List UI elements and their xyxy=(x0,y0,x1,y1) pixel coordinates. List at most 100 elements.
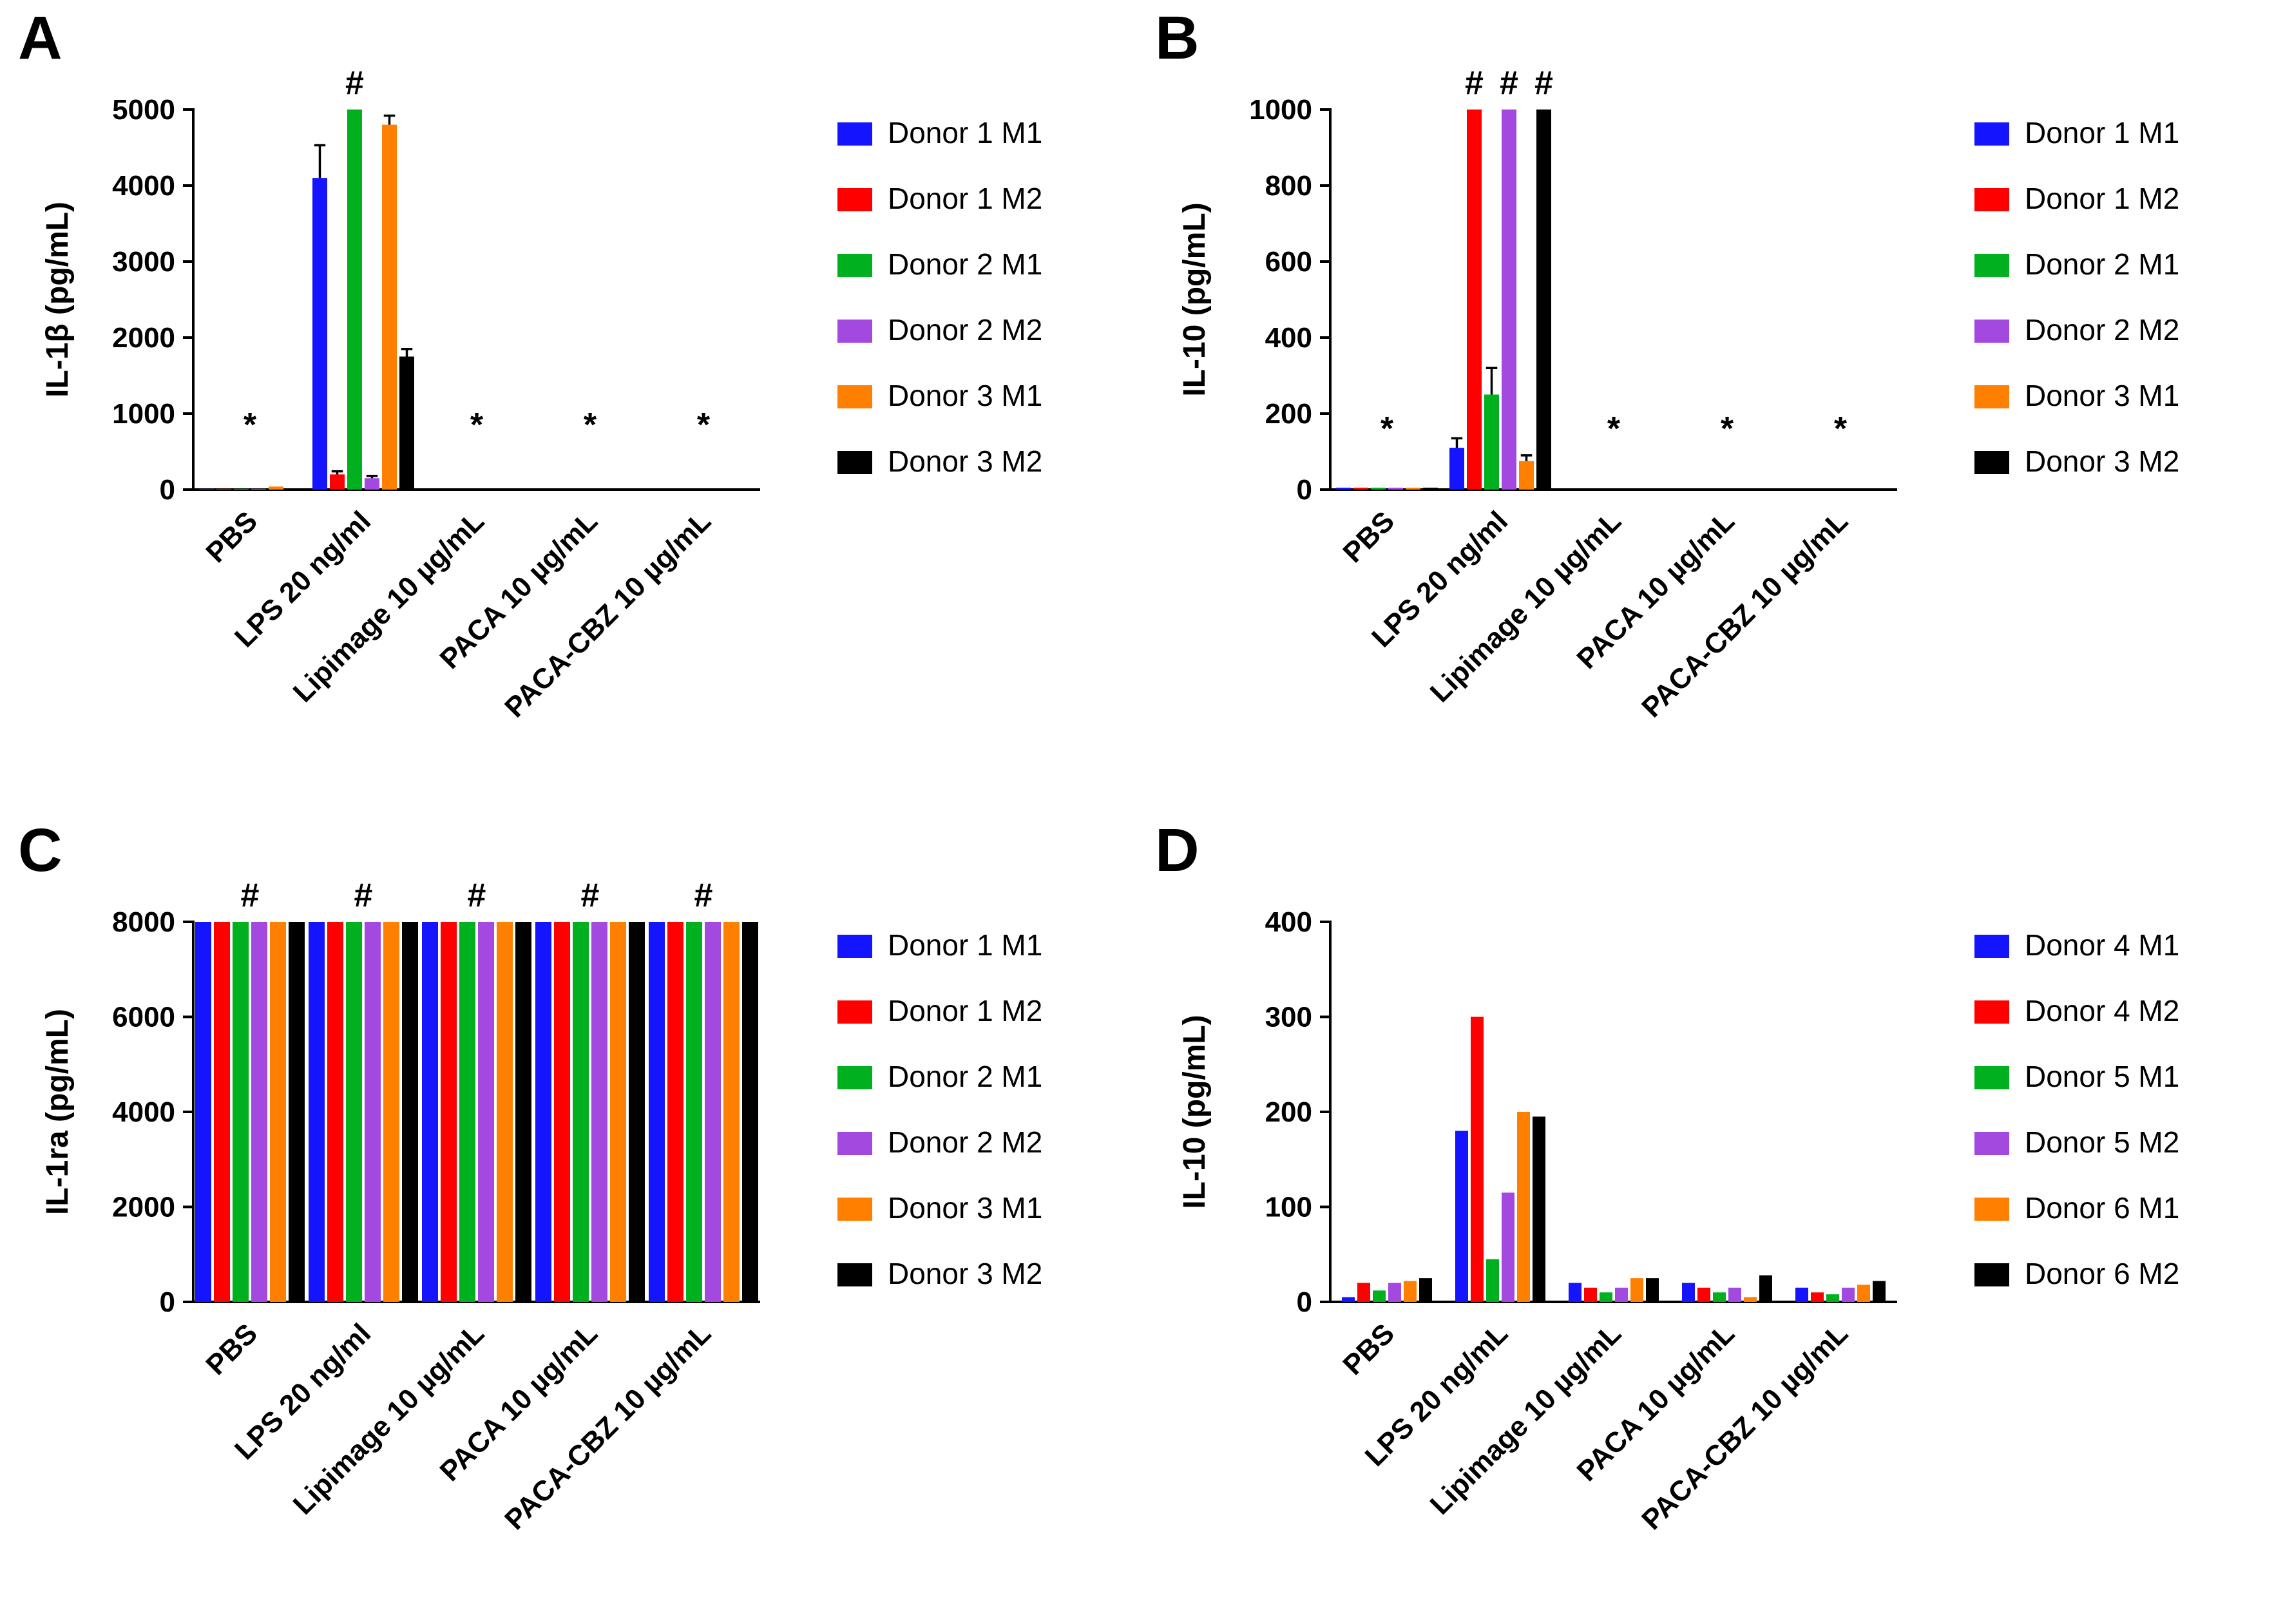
bar xyxy=(330,474,345,490)
bar xyxy=(1423,488,1438,490)
legend-label: Donor 2 M2 xyxy=(2025,313,2179,347)
legend-swatch xyxy=(1974,254,2009,277)
bar xyxy=(1826,1294,1839,1302)
bar xyxy=(234,488,249,490)
bar xyxy=(1533,1116,1545,1302)
legend-swatch xyxy=(837,1000,872,1024)
bar xyxy=(1484,394,1499,490)
bar xyxy=(1502,110,1516,490)
bar xyxy=(1419,1278,1432,1302)
x-category-label: Lipimage 10 µg/mL xyxy=(287,1317,490,1520)
legend-swatch xyxy=(1974,1132,2009,1155)
bar xyxy=(441,922,457,1302)
bar xyxy=(195,922,211,1302)
bar xyxy=(1404,1281,1417,1302)
legend-swatch xyxy=(1974,320,2009,343)
legend-label: Donor 2 M1 xyxy=(888,247,1042,281)
bar xyxy=(1569,1283,1581,1302)
bar xyxy=(1455,1131,1468,1302)
x-category-label: Lipimage 10 µg/mL xyxy=(1424,1317,1627,1520)
significance-annotation: # xyxy=(354,877,373,914)
y-tick-label: 4000 xyxy=(112,1096,175,1128)
x-category-label: PBS xyxy=(1337,1317,1400,1381)
bar xyxy=(667,922,683,1302)
bar xyxy=(1811,1292,1824,1302)
legend-swatch xyxy=(1974,1263,2009,1286)
x-category-label: PBS xyxy=(200,505,263,569)
legend-swatch xyxy=(1974,1198,2009,1221)
bar xyxy=(686,922,702,1302)
legend-label: Donor 3 M2 xyxy=(888,444,1042,478)
legend-swatch xyxy=(837,122,872,146)
x-category-label: Lipimage 10 µg/mL xyxy=(287,505,490,708)
bar xyxy=(1697,1287,1710,1302)
legend-label: Donor 4 M1 xyxy=(2025,928,2179,962)
bar xyxy=(1449,448,1464,490)
bar xyxy=(1713,1292,1726,1302)
y-tick-label: 200 xyxy=(1265,398,1312,430)
legend-swatch xyxy=(837,1132,872,1155)
bar xyxy=(269,486,283,490)
bar xyxy=(629,922,645,1302)
bar xyxy=(742,922,758,1302)
bar xyxy=(312,178,327,490)
legend-swatch xyxy=(1974,385,2009,408)
x-category-label: Lipimage 10 µg/mL xyxy=(1424,505,1627,708)
legend-swatch xyxy=(837,1198,872,1221)
bar xyxy=(251,922,267,1302)
bar xyxy=(497,922,513,1302)
bar xyxy=(289,922,305,1302)
legend-label: Donor 1 M2 xyxy=(888,182,1042,215)
significance-annotation: * xyxy=(1721,410,1734,448)
bar xyxy=(1486,1259,1499,1302)
legend-swatch xyxy=(837,254,872,277)
x-category-label: PACA-CBZ 10 µg/mL xyxy=(1636,1317,1854,1536)
legend-label: Donor 5 M1 xyxy=(2025,1060,2179,1093)
legend-label: Donor 2 M2 xyxy=(888,1125,1042,1159)
bar xyxy=(383,922,399,1302)
bar xyxy=(1519,461,1534,490)
bar xyxy=(1353,488,1368,490)
bar xyxy=(705,922,721,1302)
y-tick-label: 800 xyxy=(1265,170,1312,202)
bar xyxy=(1584,1287,1597,1302)
bar xyxy=(1517,1112,1530,1302)
bar xyxy=(1646,1278,1659,1302)
significance-annotation: # xyxy=(468,877,486,914)
legend-swatch xyxy=(1974,935,2009,958)
bar xyxy=(1336,488,1351,490)
legend-swatch xyxy=(1974,188,2009,211)
bar xyxy=(1536,110,1551,490)
panel-c: C 0 2000 4000 6000 8000 PBS LPS 20 ng/ml Lipima… xyxy=(0,812,1137,1624)
y-tick-label: 0 xyxy=(160,474,175,506)
panel-b: B 0 200 400 600 800 1000 PBS LPS 20 ng/ml Lipima… xyxy=(1137,0,2274,812)
bar xyxy=(233,922,249,1302)
bar xyxy=(365,478,379,490)
y-tick-label: 100 xyxy=(1265,1192,1312,1223)
bar xyxy=(1795,1287,1808,1302)
significance-annotation: # xyxy=(694,877,713,914)
bar xyxy=(1759,1275,1772,1302)
significance-annotation: * xyxy=(697,406,711,444)
bar xyxy=(1600,1292,1612,1302)
panel-a: A 0 1000 2000 3000 4000 5000 PBS LPS 20 ng/ml Li… xyxy=(0,0,1137,812)
y-tick-label: 3000 xyxy=(112,246,175,278)
bar xyxy=(459,922,475,1302)
legend-label: Donor 3 M2 xyxy=(2025,444,2179,478)
y-axis-title: IL-10 (pg/mL) xyxy=(1178,1015,1212,1208)
bar xyxy=(1728,1287,1741,1302)
y-tick-label: 600 xyxy=(1265,246,1312,278)
y-tick-label: 0 xyxy=(1297,1286,1312,1318)
panel-label-a: A xyxy=(18,4,62,72)
y-tick-label: 400 xyxy=(1265,906,1312,938)
x-category-label: PACA-CBZ 10 µg/mL xyxy=(499,505,717,723)
legend-label: Donor 6 M1 xyxy=(2025,1191,2179,1225)
bar xyxy=(216,488,231,490)
panel-label-d: D xyxy=(1155,816,1199,884)
significance-annotation: * xyxy=(1381,410,1394,448)
legend-swatch xyxy=(1974,1066,2009,1089)
bar xyxy=(346,922,362,1302)
bar xyxy=(1682,1283,1695,1302)
